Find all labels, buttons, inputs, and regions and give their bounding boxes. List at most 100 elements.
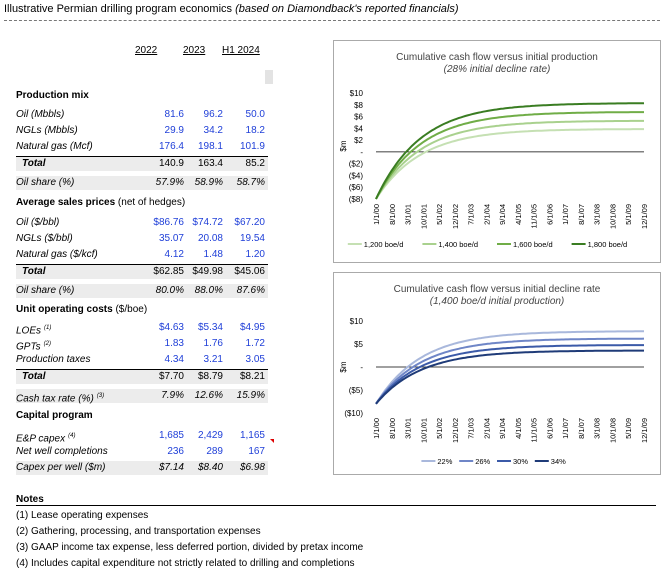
section-heading-capital: Capital program	[16, 410, 93, 421]
production-total-row: Total 140.9 163.4 85.2	[16, 156, 268, 171]
production-row-label: Oil (Mbbls)	[16, 108, 64, 122]
prices-row-value: $67.20	[234, 217, 265, 228]
prices-heading-note: (net of hedges)	[117, 197, 186, 208]
prices-row-label-text: Natural gas ($/kcf)	[16, 249, 98, 260]
legend-label: 1,200 boe/d	[364, 240, 404, 249]
capital-row-label: E&P capex (4)	[16, 429, 75, 446]
prices-share-row: Oil share (%) 80.0% 88.0% 87.6%	[16, 284, 268, 298]
capital-row-value: 289	[206, 446, 223, 457]
y-tick-label: $10	[350, 317, 364, 326]
capital-share-row-label-text: Capex per well ($m)	[16, 462, 106, 473]
prices-row: Oil ($/bbl) $86.76 $74.72 $67.20	[16, 216, 268, 230]
prices-row-value: 19.54	[239, 233, 265, 244]
x-tick-label: 12/1/09	[640, 418, 649, 443]
costs-row: Production taxes 4.34 3.21 3.05	[16, 353, 268, 367]
capital-share-row-value: $8.40	[197, 462, 223, 473]
capital-share-row-label: Capex per well ($m)	[16, 461, 105, 475]
note-3: (3) GAAP income tax expense, less deferr…	[16, 542, 364, 553]
prices-row-label-text: NGLs ($/bbl)	[16, 233, 73, 244]
prices-total-row-value: $49.98	[192, 266, 223, 277]
x-tick-label: 6/1/06	[545, 204, 554, 225]
costs-row-value: $5.34	[197, 322, 223, 333]
costs-row-value: 4.34	[164, 354, 184, 365]
x-tick-label: 3/1/08	[593, 418, 602, 439]
series-line	[375, 119, 644, 200]
chart-cash-flow-vs-production: Cumulative cash flow versus initial prod…	[339, 52, 649, 249]
prices-share-row-label-text: Oil share (%)	[16, 285, 75, 296]
capital-row-footnote-ref: (4)	[68, 433, 76, 439]
capital-share-row-value: $7.14	[158, 462, 184, 473]
x-tick-label: 12/1/09	[640, 204, 649, 229]
production-row-label-text: NGLs (Mbbls)	[16, 125, 78, 136]
comment-indicator	[270, 439, 274, 443]
x-tick-label: 2/1/04	[482, 204, 491, 225]
legend-label: 30%	[513, 457, 528, 466]
production-row-value: 96.2	[203, 109, 223, 120]
section-heading-costs: Unit operating costs ($/boe)	[16, 304, 147, 315]
x-tick-label: 11/1/05	[530, 204, 539, 228]
legend-label: 1,800 boe/d	[588, 240, 628, 249]
x-tick-label: 9/1/04	[498, 204, 507, 225]
production-row-value: 29.9	[164, 125, 184, 136]
y-tick-label: -	[360, 363, 363, 372]
chart-subtitle: (1,400 boe/d initial production)	[430, 296, 565, 307]
production-row-label-text: Oil (Mbbls)	[16, 109, 65, 120]
cell-marker	[265, 70, 273, 84]
production-share-row-value: 57.9%	[155, 177, 184, 188]
production-share-row-value: 58.9%	[194, 177, 223, 188]
capital-row-value: 167	[248, 446, 265, 457]
col-header-h1-2024: H1 2024	[222, 45, 260, 56]
costs-total-row-value: $8.21	[239, 371, 265, 382]
production-share-row: Oil share (%) 57.9% 58.9% 58.7%	[16, 176, 268, 190]
costs-row-label-text: GPTs	[16, 341, 41, 353]
costs-total-row-label: Total	[22, 370, 46, 384]
costs-row-value: 3.05	[245, 354, 265, 365]
prices-share-row-value: 88.0%	[194, 285, 223, 296]
prices-row: Natural gas ($/kcf) 4.12 1.48 1.20	[16, 248, 268, 262]
x-tick-label: 10/1/01	[419, 418, 428, 443]
x-tick-label: 3/1/08	[593, 204, 602, 225]
costs-share-row-value: 7.9%	[161, 390, 184, 401]
costs-share-row-value: 15.9%	[236, 390, 265, 401]
production-total-row-label-text: Total	[22, 158, 46, 169]
prices-heading-text: Average sales prices	[16, 197, 116, 208]
series-line	[375, 128, 644, 200]
prices-share-row-label: Oil share (%)	[16, 284, 74, 298]
costs-row-value: $4.63	[158, 322, 184, 333]
costs-row: GPTs (2) 1.83 1.76 1.72	[16, 337, 268, 353]
notes-heading: Notes	[16, 494, 44, 505]
x-tick-label: 1/1/07	[561, 418, 570, 439]
prices-row-value: 35.07	[158, 233, 184, 244]
notes-section: Notes (1) Lease operating expenses (2) G…	[16, 492, 363, 572]
col-header-2022: 2022	[135, 45, 158, 56]
x-tick-label: 7/1/03	[467, 204, 476, 225]
costs-row-value: 1.83	[164, 338, 184, 349]
series-line	[375, 344, 644, 405]
costs-total-row-value: $7.70	[158, 371, 184, 382]
production-row-label: NGLs (Mbbls)	[16, 124, 78, 138]
costs-row-label: Production taxes	[16, 353, 91, 367]
x-tick-label: 2/1/04	[482, 418, 491, 439]
page-title: Illustrative Permian drilling program ec…	[4, 3, 459, 15]
costs-row-footnote-ref: (2)	[43, 341, 51, 347]
costs-share-row: Cash tax rate (%) (3) 7.9% 12.6% 15.9%	[16, 389, 268, 404]
title-main: Illustrative Permian drilling program ec…	[4, 3, 233, 15]
section-heading-production: Production mix	[16, 90, 89, 101]
chart-subtitle: (28% initial decline rate)	[444, 64, 551, 75]
chart-title: Cumulative cash flow versus initial prod…	[396, 52, 598, 63]
x-tick-label: 8/1/07	[577, 204, 586, 225]
legend-label: 1,600 boe/d	[513, 240, 553, 249]
prices-row-value: 1.20	[245, 249, 265, 260]
capital-row-label-text: E&P capex	[16, 433, 66, 445]
prices-row-label: Oil ($/bbl)	[16, 216, 59, 230]
notes-divider	[16, 505, 656, 506]
costs-total-row-label-text: Total	[22, 371, 46, 382]
production-share-row-label: Oil share (%)	[16, 176, 74, 190]
y-tick-label: ($2)	[349, 160, 364, 169]
title-divider	[4, 20, 660, 21]
y-tick-label: $4	[354, 124, 363, 133]
costs-row-value: 1.76	[203, 338, 223, 349]
y-tick-label: $5	[354, 340, 363, 349]
capital-share-row: Capex per well ($m) $7.14 $8.40 $6.98	[16, 461, 268, 475]
x-tick-label: 1/1/00	[372, 418, 381, 439]
